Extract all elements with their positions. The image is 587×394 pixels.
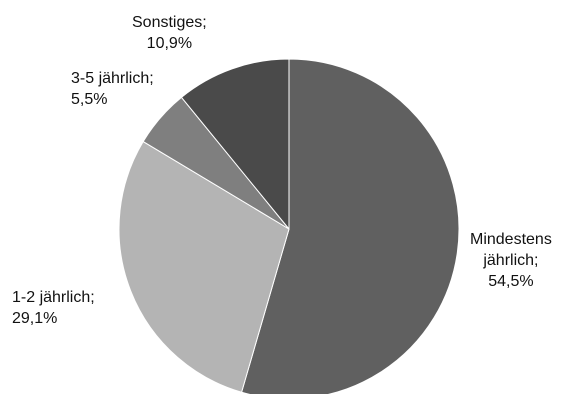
slice-label-sonstiges: Sonstiges; 10,9% [132,14,207,52]
pie-slices [118,58,460,394]
pie-slice-1-2-j-hrlich [118,140,290,393]
pie-slice-sonstiges [180,58,290,231]
slice-label-3-5-jaehrlich: 3-5 jährlich; 5,5% [71,70,154,108]
slice-label-1-2-jaehrlich: 1-2 jährlich; 29,1% [12,289,95,327]
pie-slice-mindestens-j-hrlich [240,58,460,394]
slice-label-mindestens-jaehrlich: Mindestens jährlich; 54,5% [470,231,552,290]
